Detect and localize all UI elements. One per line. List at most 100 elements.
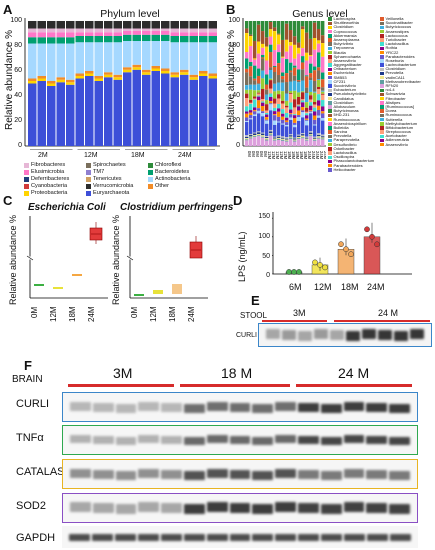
- legend-item: vadinCA11: [380, 75, 434, 80]
- genus-bar-segment: [293, 140, 297, 142]
- genus-bar-segment: [297, 115, 301, 118]
- blot-band: [184, 403, 205, 413]
- genus-bar-segment: [253, 133, 257, 136]
- genus-bar-segment: [265, 114, 269, 118]
- legend-item: CF231: [328, 79, 380, 84]
- x-label: 12M: [314, 282, 332, 292]
- genus-bar-segment: [257, 108, 261, 111]
- genus-bar-segment: [249, 36, 253, 47]
- legend-label: Aggregatibacter: [333, 62, 362, 68]
- legend-item: Shuttleworthia: [328, 20, 380, 26]
- genus-bar-segment: [253, 80, 257, 85]
- ecoli-ylabel: Relative abundance %: [8, 214, 18, 305]
- phylum-legend: Fibrobacteres Spirochaetes Chloroflexi Elus…: [24, 162, 220, 197]
- legend-swatch: [380, 34, 384, 38]
- genus-bar-segment: [249, 138, 253, 146]
- genus-bar-segment: [293, 115, 297, 119]
- legend-swatch: [380, 122, 384, 126]
- x-label: 18M: [68, 306, 77, 322]
- legend-item: Roseburia: [380, 58, 434, 63]
- phylum-bar-segment: [28, 21, 37, 29]
- x-label: 0M: [30, 306, 39, 318]
- legend-item: Odoribacter: [328, 146, 380, 151]
- legend-label: Sarcina: [333, 129, 348, 135]
- genus-bar-segment: [301, 80, 305, 92]
- legend-label: Methanobrevibacter: [385, 78, 421, 84]
- legend-swatch: [380, 109, 384, 113]
- blot-band: [138, 435, 160, 443]
- genus-bar-segment: [305, 119, 309, 121]
- legend-label: Prevotella: [385, 70, 404, 76]
- genus-bar-segment: [261, 78, 265, 89]
- x-label: 12M: [149, 306, 158, 322]
- genus-bar-segment: [313, 49, 317, 67]
- genus-bar-segment: [297, 120, 301, 135]
- box-0m: [34, 284, 44, 286]
- genus-bar-segment: [297, 136, 301, 139]
- legend-item: Blautia: [328, 50, 380, 55]
- genus-bar-segment: [245, 89, 249, 94]
- phylum-bar-segment: [85, 73, 94, 76]
- genus-bar-segment: [257, 24, 261, 42]
- genus-bar-segment: [285, 100, 289, 106]
- blot-band: [343, 401, 365, 411]
- genus-bar-segment: [293, 124, 297, 128]
- legend-item: Turicibacter: [380, 37, 434, 42]
- legend-item: Dorea: [380, 108, 434, 113]
- phylum-stacked-bar-chart: [24, 18, 220, 150]
- legend-item: SMB53: [328, 75, 380, 80]
- genus-bar-segment: [293, 75, 297, 81]
- legend-item: Sarcina: [328, 129, 380, 135]
- legend-item: Oscillospira: [328, 154, 380, 160]
- genus-bar-segment: [321, 79, 325, 88]
- legend-label: Sutterella: [385, 116, 403, 122]
- genus-bar-segment: [293, 114, 297, 116]
- blot-band: [114, 533, 136, 541]
- genus-bar-segment: [257, 84, 261, 91]
- legend-swatch: [380, 38, 384, 42]
- genus-bar-segment: [261, 31, 265, 44]
- genus-bar-segment: [285, 105, 289, 108]
- legend-label: rc4-4: [385, 87, 395, 93]
- genus-bar-segment: [281, 116, 285, 120]
- sample-label: 18M: [287, 151, 292, 160]
- legend-label: Alistipes: [385, 99, 401, 105]
- legend-item: Tenericutes: [86, 176, 148, 183]
- genus-bar-segment: [309, 56, 313, 64]
- phylum-bar-segment: [113, 74, 122, 78]
- phylum-bar-segment: [142, 21, 151, 29]
- phylum-bar-segment: [132, 41, 141, 65]
- genus-bar-segment: [261, 136, 265, 138]
- legend-item: Candidatus: [328, 96, 380, 101]
- group-label: 18M: [131, 152, 145, 159]
- phylum-bar-segment: [170, 32, 179, 36]
- genus-bar-segment: [293, 122, 297, 125]
- phylum-bar-segment: [94, 76, 103, 79]
- sample-label: 12M: [271, 151, 276, 160]
- genus-bar-segment: [289, 109, 293, 114]
- legend-label: Verrucomicrobia: [93, 183, 134, 189]
- genus-bar-segment: [309, 113, 313, 132]
- genus-bar-segment: [285, 51, 289, 60]
- genus-bar-segment: [313, 101, 317, 105]
- ytick: 20: [232, 117, 240, 124]
- genus-bar-segment: [245, 111, 249, 114]
- genus-bar-segment: [273, 114, 277, 116]
- legend-item: Adlercreutzia: [380, 138, 434, 143]
- genus-bar-segment: [277, 116, 281, 122]
- legend-label: Other: [155, 183, 169, 189]
- legend-swatch: [328, 113, 332, 118]
- phylum-bar-segment: [151, 31, 160, 35]
- legend-item: Lactococcus: [380, 33, 434, 38]
- genus-bar-segment: [297, 47, 301, 54]
- ytick: 50: [262, 253, 270, 260]
- legend-item: Elusimicrobia: [24, 169, 86, 176]
- sample-label: 24M: [315, 151, 320, 160]
- lps-point: [317, 262, 323, 268]
- ecoli-box-plot: [26, 216, 108, 299]
- legend-swatch: [328, 71, 332, 76]
- legend-swatch: [328, 84, 332, 88]
- genus-bar-segment: [249, 84, 253, 90]
- genus-bar-segment: [257, 131, 261, 133]
- phylum-bar-segment: [189, 21, 198, 29]
